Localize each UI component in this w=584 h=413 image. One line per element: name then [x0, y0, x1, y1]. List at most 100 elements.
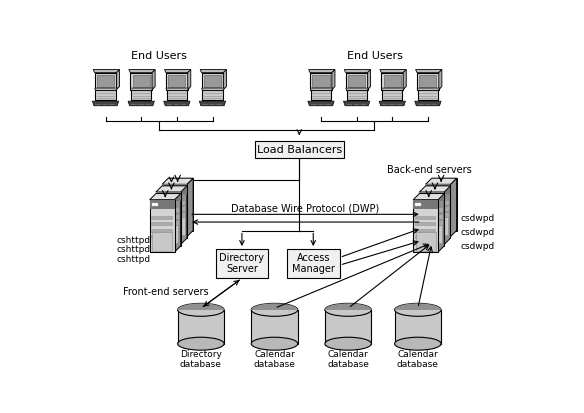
FancyBboxPatch shape: [178, 310, 224, 344]
FancyBboxPatch shape: [131, 90, 151, 100]
Polygon shape: [346, 88, 369, 90]
FancyBboxPatch shape: [417, 73, 439, 90]
FancyBboxPatch shape: [310, 73, 332, 90]
Polygon shape: [367, 69, 371, 90]
Ellipse shape: [178, 304, 224, 316]
FancyBboxPatch shape: [151, 222, 173, 226]
FancyBboxPatch shape: [427, 213, 449, 217]
Polygon shape: [444, 186, 450, 244]
FancyBboxPatch shape: [421, 227, 443, 231]
Text: Back-end servers: Back-end servers: [387, 165, 472, 175]
FancyBboxPatch shape: [428, 217, 448, 235]
Text: cshttpd: cshttpd: [116, 245, 151, 254]
Polygon shape: [438, 194, 444, 252]
FancyBboxPatch shape: [95, 90, 116, 100]
Polygon shape: [162, 178, 193, 184]
FancyBboxPatch shape: [415, 228, 436, 233]
Polygon shape: [168, 178, 193, 230]
Polygon shape: [343, 101, 370, 106]
FancyBboxPatch shape: [168, 75, 185, 87]
FancyBboxPatch shape: [415, 222, 436, 226]
FancyBboxPatch shape: [325, 310, 371, 344]
Text: Load Balancers: Load Balancers: [257, 145, 342, 154]
Text: Calendar
database: Calendar database: [397, 350, 439, 369]
Text: Access
Manager: Access Manager: [292, 253, 335, 274]
Polygon shape: [150, 194, 180, 200]
Text: End Users: End Users: [346, 51, 402, 61]
Ellipse shape: [395, 337, 441, 350]
Polygon shape: [419, 186, 450, 192]
Polygon shape: [199, 101, 225, 106]
Polygon shape: [200, 69, 227, 73]
FancyBboxPatch shape: [204, 75, 221, 87]
FancyBboxPatch shape: [158, 208, 179, 212]
FancyBboxPatch shape: [416, 232, 436, 251]
Text: cshttpd: cshttpd: [116, 254, 151, 263]
FancyBboxPatch shape: [415, 216, 436, 220]
FancyBboxPatch shape: [215, 249, 268, 278]
Polygon shape: [308, 101, 334, 106]
FancyBboxPatch shape: [201, 73, 223, 90]
Ellipse shape: [325, 337, 371, 350]
FancyBboxPatch shape: [130, 73, 152, 90]
FancyBboxPatch shape: [381, 73, 403, 90]
Ellipse shape: [395, 304, 441, 316]
FancyBboxPatch shape: [427, 201, 449, 205]
FancyBboxPatch shape: [164, 219, 185, 223]
FancyBboxPatch shape: [164, 207, 185, 211]
FancyBboxPatch shape: [95, 73, 116, 90]
Polygon shape: [165, 69, 191, 73]
FancyBboxPatch shape: [346, 90, 367, 100]
Ellipse shape: [251, 304, 298, 316]
FancyBboxPatch shape: [421, 214, 443, 219]
Polygon shape: [162, 186, 187, 238]
Polygon shape: [416, 69, 442, 73]
Ellipse shape: [325, 304, 371, 316]
FancyBboxPatch shape: [395, 310, 441, 344]
FancyBboxPatch shape: [166, 73, 187, 90]
FancyBboxPatch shape: [150, 200, 175, 209]
Text: csdwpd: csdwpd: [461, 228, 495, 237]
Polygon shape: [95, 88, 118, 90]
FancyBboxPatch shape: [413, 200, 438, 209]
Polygon shape: [223, 69, 227, 90]
FancyBboxPatch shape: [158, 221, 179, 225]
Polygon shape: [201, 88, 225, 90]
Polygon shape: [166, 88, 189, 90]
FancyBboxPatch shape: [151, 235, 173, 239]
FancyBboxPatch shape: [162, 184, 187, 194]
FancyBboxPatch shape: [382, 90, 402, 100]
Polygon shape: [180, 186, 187, 244]
FancyBboxPatch shape: [133, 75, 150, 87]
FancyBboxPatch shape: [348, 75, 365, 87]
FancyBboxPatch shape: [255, 141, 344, 158]
Polygon shape: [417, 88, 440, 90]
Polygon shape: [439, 69, 442, 90]
FancyBboxPatch shape: [165, 217, 185, 235]
FancyBboxPatch shape: [427, 207, 449, 211]
Polygon shape: [175, 194, 180, 252]
Text: csdwpd: csdwpd: [461, 242, 495, 251]
Polygon shape: [152, 69, 155, 90]
Polygon shape: [92, 101, 119, 106]
FancyBboxPatch shape: [156, 192, 180, 244]
Text: cshttpd: cshttpd: [116, 236, 151, 245]
FancyBboxPatch shape: [413, 200, 438, 252]
Ellipse shape: [178, 337, 224, 350]
FancyBboxPatch shape: [426, 184, 450, 237]
Polygon shape: [344, 69, 371, 73]
Polygon shape: [93, 69, 120, 73]
Polygon shape: [156, 194, 180, 246]
FancyBboxPatch shape: [158, 214, 179, 219]
FancyBboxPatch shape: [419, 192, 444, 244]
Text: Directory
database: Directory database: [180, 350, 222, 369]
Polygon shape: [187, 178, 193, 237]
Polygon shape: [415, 101, 441, 106]
Polygon shape: [156, 186, 187, 192]
Polygon shape: [332, 69, 335, 90]
Polygon shape: [419, 194, 444, 246]
Polygon shape: [130, 88, 154, 90]
Text: Front-end servers: Front-end servers: [123, 287, 209, 297]
Text: csdwpd: csdwpd: [461, 214, 495, 223]
Text: Calendar
database: Calendar database: [327, 350, 369, 369]
